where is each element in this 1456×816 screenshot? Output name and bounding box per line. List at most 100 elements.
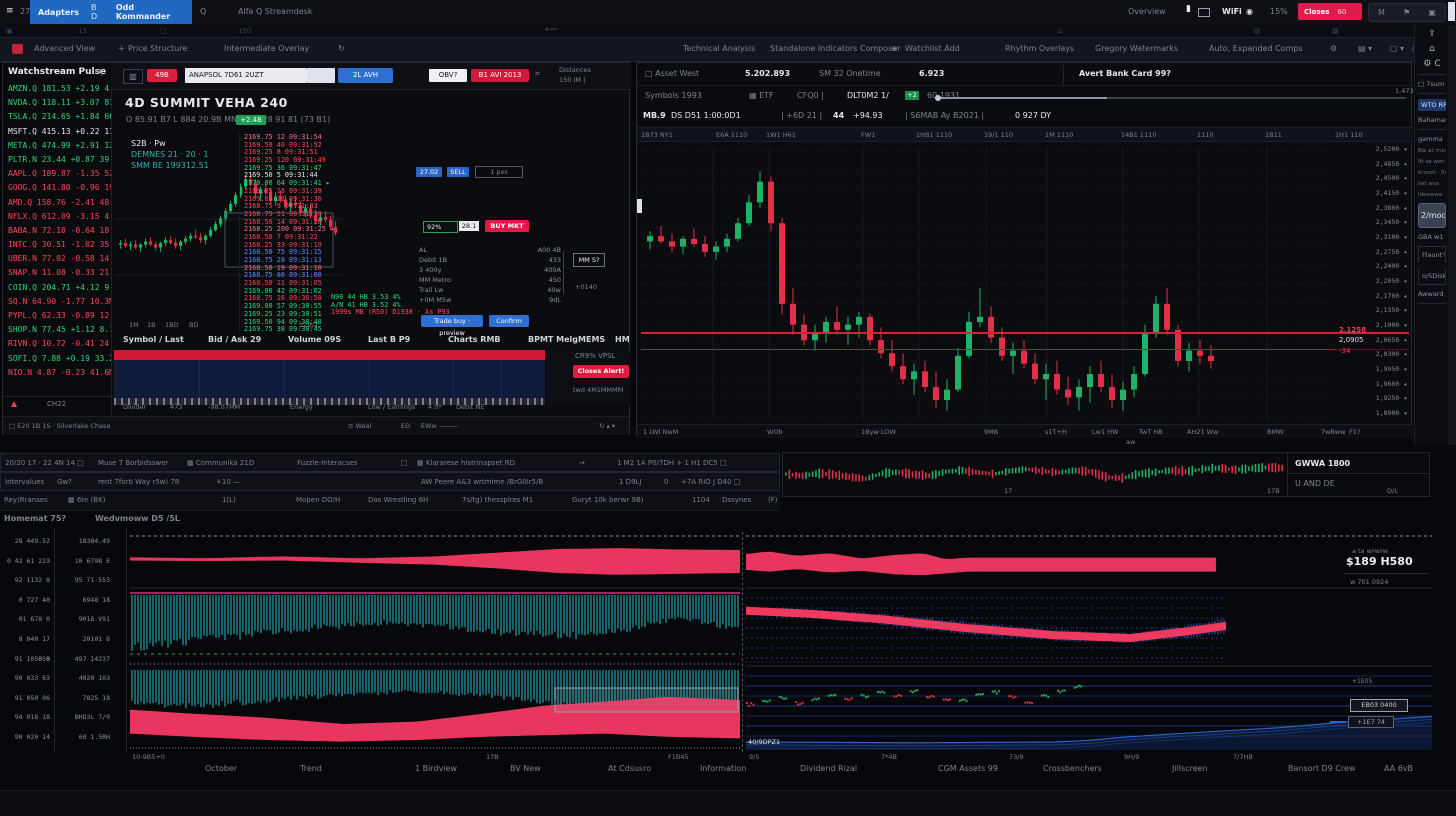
- watchlist-row[interactable]: TSLA.Q 214.65 +1.84 66.4M: [8, 112, 111, 122]
- positions-column-header[interactable]: Symbol / Last: [123, 335, 184, 344]
- tape-row[interactable]: 2169.50 94 09:30:48: [244, 317, 322, 326]
- tape-row[interactable]: 2169.25 120 09:31:49: [244, 156, 326, 164]
- sidebar-item[interactable]: □ 7sum: [1418, 80, 1445, 88]
- slider-ticks[interactable]: [563, 251, 564, 295]
- sidebar-item[interactable]: kronet · 5m: [1418, 170, 1446, 176]
- toolbar-item[interactable]: Intermediate Overlay: [224, 44, 310, 53]
- sidebar-item[interactable]: ⇪: [1428, 29, 1436, 39]
- indicator-right-canvas[interactable]: [746, 532, 1432, 752]
- sidebar-item[interactable]: gamma: [1418, 135, 1443, 143]
- drag-marker[interactable]: [637, 199, 642, 213]
- positions-scrollbar[interactable]: [114, 398, 545, 405]
- sidebar-item[interactable]: Flaunt'w: [1418, 246, 1446, 263]
- positions-column-header[interactable]: Charts RMB: [448, 335, 501, 344]
- strip-tab[interactable]: ▦ 6te (BK): [68, 496, 106, 504]
- menu-icon[interactable]: ≡: [6, 6, 14, 16]
- sidebar-item[interactable]: 9t sa wwr · 9k: [1418, 159, 1446, 165]
- panel-icon[interactable]: ▣: [1428, 8, 1436, 17]
- tape-row[interactable]: 2168.25 200 09:31:25 ◂: [244, 225, 335, 233]
- tape-row[interactable]: 2168.50 14 09:31:28: [244, 217, 322, 226]
- alert-icon[interactable]: ▲: [11, 399, 18, 408]
- support-line[interactable]: [641, 349, 1335, 350]
- slider-knob[interactable]: [935, 95, 941, 101]
- tape-row[interactable]: 2169.75 12 09:31:54: [244, 133, 322, 141]
- watchlist-row[interactable]: AMD.Q 158.76 -2.41 48.2M: [8, 197, 111, 207]
- strip-item[interactable]: Gw?: [57, 478, 72, 486]
- tape-row[interactable]: 2168.75 9 09:31:33: [244, 202, 318, 210]
- watchlist-row[interactable]: SOFI.Q 7.88 +0.19 33.2M: [8, 353, 111, 363]
- layout-dropdown-icon[interactable]: ▤ ▾: [1358, 44, 1373, 53]
- toolbar-item[interactable]: Advanced View: [34, 44, 96, 53]
- order-form-row[interactable]: +0M M5w 9dL: [419, 296, 561, 304]
- strip-item[interactable]: +10 —: [216, 478, 240, 486]
- strip-tab[interactable]: Rey)Rranses: [4, 496, 48, 504]
- tape-row[interactable]: 2169.00 57 09:30:55: [244, 302, 322, 310]
- flag-icon[interactable]: ⚑: [1403, 8, 1411, 17]
- strip-tab[interactable]: (F): [768, 496, 778, 504]
- order-form-row[interactable]: Debit 1B 433: [419, 256, 561, 264]
- tp-box[interactable]: MM S?: [573, 253, 605, 267]
- strip-tab[interactable]: 1(L): [222, 496, 236, 504]
- panel-title[interactable]: Wedvmoww D5 /5L: [95, 514, 180, 523]
- mini-chart-canvas[interactable]: [115, 135, 343, 331]
- rows-icon[interactable]: ▤: [1254, 27, 1261, 35]
- toolbar-item[interactable]: +: [118, 44, 125, 53]
- strip-item[interactable]: ▦ Klararese histrinapset RD: [417, 459, 515, 467]
- tab-group-active[interactable]: Adapters B D Odd Kommander: [30, 0, 192, 24]
- status-center-b[interactable]: ED: [401, 422, 411, 430]
- chart-type-icon[interactable]: ▥: [123, 69, 143, 84]
- sidebar-item[interactable]: [1418, 129, 1446, 130]
- watchlist-row[interactable]: INTC.Q 30.51 -1.02 35.9M: [8, 240, 111, 250]
- bid-chip[interactable]: 27.02: [416, 167, 442, 177]
- mini-axis-label[interactable]: 1B: [147, 321, 156, 329]
- watchlist-row[interactable]: BABA.N 72.18 -0.64 18.7M: [8, 225, 111, 235]
- strip-tab[interactable]: 7s/tg) thessplres M1: [462, 496, 534, 504]
- strip-item[interactable]: 1 D9LJ: [619, 478, 642, 486]
- tape-row[interactable]: 2168.75 51 09:31:30: [244, 209, 322, 218]
- tab-odd-kommander[interactable]: Odd Kommander: [115, 3, 171, 21]
- strip-item[interactable]: Fuzzle-Interacses: [297, 459, 358, 467]
- symbol-search-secondary[interactable]: [307, 68, 335, 83]
- toolbar-item[interactable]: Rhythm Overlays: [1005, 44, 1075, 53]
- watchlist-row[interactable]: RIVN.Q 10.72 -0.41 24.0M: [8, 339, 111, 349]
- settings-icon[interactable]: ⌗: [535, 69, 540, 78]
- watchlist-row[interactable]: MSFT.Q 415.13 +0.22 17.9M: [8, 126, 111, 136]
- panel-title[interactable]: Homemat 75?: [4, 514, 67, 523]
- strip-item[interactable]: AW Peere A&3 wrtmime /BrG0ir5/B: [421, 478, 544, 486]
- watchlist-row[interactable]: NFLX.Q 612.09 -3.15 4.4M: [8, 211, 111, 221]
- order-form-row[interactable]: MM Metro 450: [419, 276, 561, 284]
- hot-button[interactable]: 49B: [147, 69, 177, 82]
- strip-item[interactable]: 1 M2 1A P0/7DH + 1 H1 DC5 □: [617, 459, 727, 467]
- positions-grid[interactable]: [114, 360, 545, 398]
- mini-axis-label[interactable]: BD: [189, 321, 199, 329]
- overview-label[interactable]: Overview: [1128, 7, 1166, 16]
- sidebar-item[interactable]: [1418, 303, 1446, 304]
- watchlist-row[interactable]: NIO.N 4.87 -0.23 41.6M: [8, 367, 111, 377]
- strip-tab[interactable]: Das Wrestling 6H: [368, 496, 429, 504]
- strip-tab[interactable]: Dssynes: [722, 496, 752, 504]
- buy-market-button[interactable]: BUY MKT: [485, 220, 529, 232]
- sidebar-item[interactable]: Awward /: [1418, 290, 1446, 298]
- status-center-a[interactable]: ≡ Weal: [348, 422, 372, 430]
- tape-row[interactable]: 2168.25 33 09:31:19: [244, 240, 322, 249]
- sidebar-item[interactable]: Bahamas: [1418, 116, 1446, 124]
- tape-row[interactable]: 2168.75 86 09:31:08: [244, 271, 322, 280]
- red-grid-icon[interactable]: [12, 44, 23, 54]
- search-icon[interactable]: Q: [200, 7, 207, 16]
- keyboard-icon[interactable]: ▦: [1332, 27, 1339, 35]
- order-form-row[interactable]: Trail Lw 40w: [419, 286, 561, 294]
- gear-icon[interactable]: ⚙: [1330, 44, 1338, 53]
- tape-row[interactable]: 2168.50 11 09:31:05: [244, 279, 322, 287]
- tape-row[interactable]: 2169.00 22 09:31:36: [244, 194, 322, 203]
- subbar-box-icon[interactable]: □: [160, 27, 167, 35]
- positions-column-header[interactable]: HM: [615, 335, 630, 344]
- mini-axis-label[interactable]: 1M: [129, 321, 139, 329]
- br-tag-box2[interactable]: +1E7 74: [1348, 716, 1394, 728]
- qty-input[interactable]: 92%: [423, 221, 458, 233]
- watchlist-row[interactable]: SNAP.N 11.08 -0.33 21.5M: [8, 268, 111, 278]
- tape-row[interactable]: 2168.75 16 09:30:58: [244, 294, 322, 303]
- subbar-grid-icon[interactable]: ▣: [6, 27, 13, 35]
- toolbar-item[interactable]: Standalone Indicators Composer: [770, 44, 901, 53]
- watchlist-row[interactable]: SHOP.N 77.45 +1.12 8.1M: [8, 325, 111, 335]
- sidebar-item[interactable]: ⌂: [1429, 44, 1435, 54]
